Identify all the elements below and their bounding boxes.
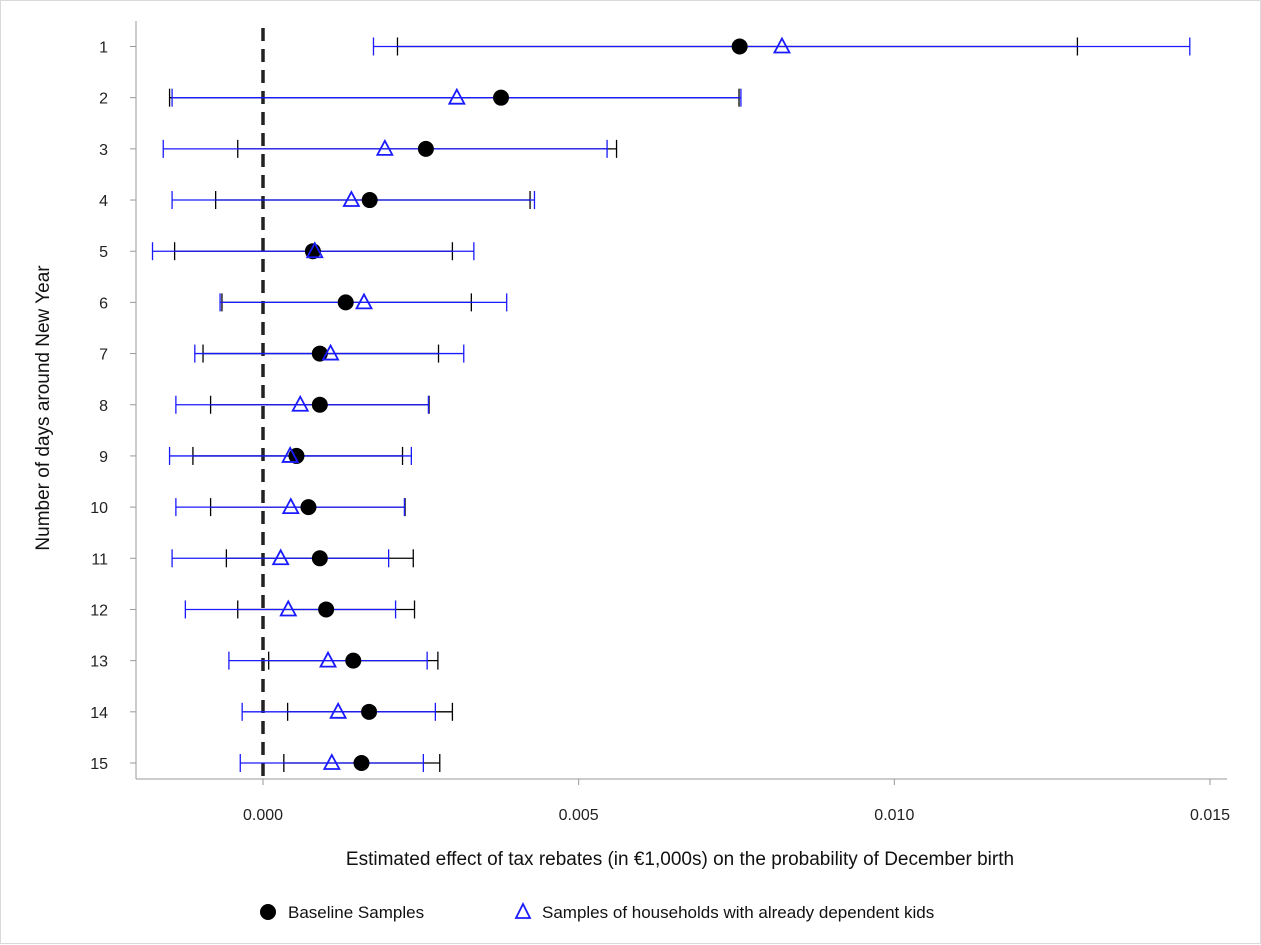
baseline-point: [353, 755, 370, 771]
legend-dependent-kids-label: Samples of households with already depen…: [542, 903, 934, 922]
dependent-kids-point: [355, 292, 374, 310]
dependent-kids-point: [279, 599, 298, 617]
y-tick-label: 8: [99, 398, 108, 415]
y-tick-label: 3: [99, 142, 108, 159]
baseline-point: [311, 550, 328, 567]
x-tick-label: 0.005: [559, 807, 599, 824]
dependent-kids-point: [329, 701, 348, 719]
series-layer: [151, 36, 1191, 772]
y-tick-label: 10: [90, 500, 108, 517]
legend-dependent-kids-marker: [514, 901, 532, 919]
x-tick-label: 0.015: [1190, 807, 1230, 824]
y-tick-label: 7: [99, 347, 108, 364]
dependent-kids-point: [322, 753, 341, 770]
baseline-point: [300, 499, 317, 516]
y-tick-label: 13: [90, 654, 108, 671]
legend: Baseline Samples Samples of households w…: [260, 901, 934, 922]
y-tick-label: 15: [90, 756, 108, 773]
y-tick-label: 11: [91, 551, 108, 568]
baseline-point: [417, 140, 434, 157]
dependent-kids-point: [375, 138, 394, 156]
y-tick-label: 1: [99, 40, 108, 57]
dependent-kids-point: [281, 446, 300, 463]
baseline-point: [337, 294, 354, 311]
baseline-point: [311, 396, 328, 413]
y-tick-label: 12: [90, 602, 108, 619]
baseline-point: [731, 38, 748, 55]
dependent-kids-point: [342, 190, 361, 207]
dependent-kids-point: [319, 650, 338, 668]
dependent-kids-point: [772, 36, 791, 54]
legend-baseline-label: Baseline Samples: [288, 903, 424, 922]
dependent-kids-point: [305, 241, 324, 259]
baseline-point: [361, 192, 378, 209]
dependent-kids-point: [447, 87, 466, 105]
baseline-point: [345, 652, 362, 669]
dependent-kids-point: [281, 497, 300, 515]
y-tick-label: 14: [90, 705, 108, 722]
baseline-point: [361, 703, 378, 720]
y-tick-label: 5: [99, 244, 108, 261]
y-tick-label: 6: [99, 295, 108, 312]
baseline-point: [493, 89, 510, 106]
x-tick-label: 0.000: [243, 807, 283, 824]
legend-baseline-marker: [260, 904, 276, 920]
x-tick-label: 0.010: [874, 807, 914, 824]
dependent-kids-point: [321, 343, 340, 361]
dependent-kids-point: [291, 394, 310, 412]
y-tick-label: 9: [99, 449, 108, 466]
y-tick-label: 4: [99, 193, 108, 210]
baseline-point: [318, 601, 335, 618]
x-axis-title: Estimated effect of tax rebates (in €1,0…: [346, 849, 1014, 870]
dependent-kids-point: [271, 548, 290, 566]
y-tick-label: 2: [99, 91, 108, 108]
y-axis-title: Number of days around New Year: [33, 265, 54, 551]
